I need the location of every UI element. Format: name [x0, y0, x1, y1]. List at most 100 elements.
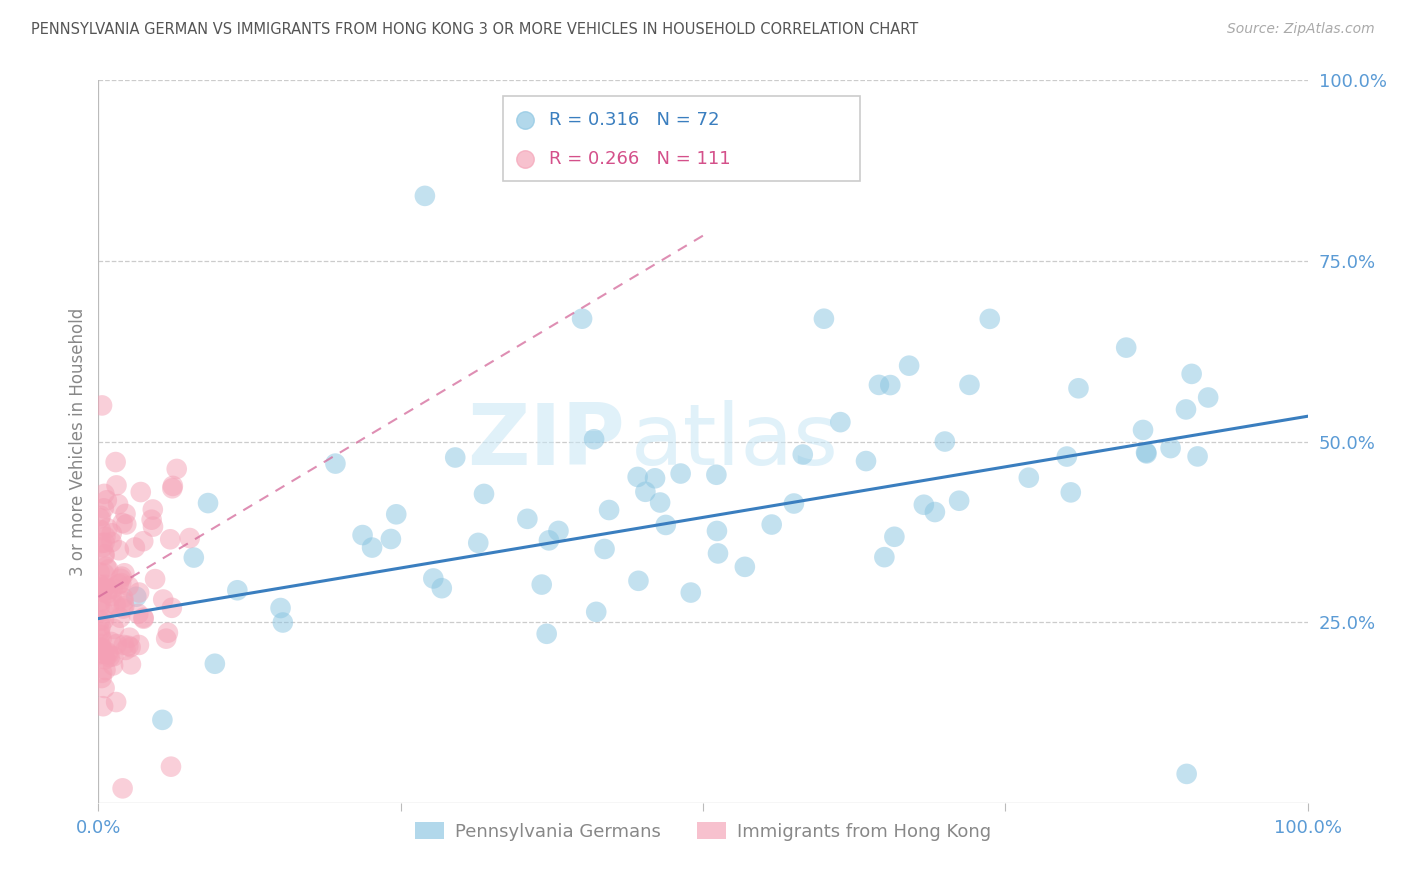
Point [114, 643, 136, 657]
Point [90, 523, 112, 537]
Point [179, 531, 201, 545]
Point [634, 484, 657, 499]
Text: ZIP: ZIP [467, 400, 624, 483]
Point [105, 695, 128, 709]
Point [114, 507, 136, 521]
Point [89, 595, 111, 609]
Point [128, 638, 150, 652]
Point [107, 497, 129, 511]
Point [1135, 445, 1157, 459]
Point [467, 536, 489, 550]
Point [101, 658, 124, 673]
Point [120, 657, 142, 672]
Point [89, 640, 111, 655]
Point [97, 648, 120, 662]
Point [152, 713, 174, 727]
Point [117, 579, 139, 593]
Point [91, 665, 114, 680]
Point [132, 610, 155, 624]
Point [128, 585, 150, 599]
Point [89, 614, 111, 628]
Point [105, 478, 128, 492]
Point [89, 584, 111, 599]
Point [879, 378, 901, 392]
Point [94, 580, 117, 594]
Point [97, 599, 120, 614]
Point [90, 632, 112, 646]
Point [516, 512, 538, 526]
Point [1135, 446, 1157, 460]
Point [380, 532, 402, 546]
Point [89, 642, 111, 657]
Point [159, 533, 181, 547]
Point [93, 647, 115, 661]
Point [90, 641, 112, 656]
Point [413, 189, 436, 203]
Point [111, 569, 134, 583]
Point [98, 650, 121, 665]
Point [103, 622, 125, 636]
Point [91, 583, 114, 598]
Point [110, 572, 132, 586]
Point [959, 377, 981, 392]
Point [118, 631, 141, 645]
Point [979, 311, 1001, 326]
Point [97, 563, 120, 577]
Point [132, 534, 155, 549]
Point [89, 578, 111, 592]
Text: PENNSYLVANIA GERMAN VS IMMIGRANTS FROM HONG KONG 3 OR MORE VEHICLES IN HOUSEHOLD: PENNSYLVANIA GERMAN VS IMMIGRANTS FROM H… [31, 22, 918, 37]
Point [868, 377, 890, 392]
Point [1132, 423, 1154, 437]
Point [93, 566, 115, 581]
Point [583, 432, 606, 446]
Point [537, 533, 560, 548]
Point [120, 640, 142, 655]
Point [912, 498, 935, 512]
Point [112, 594, 135, 608]
Point [142, 519, 165, 533]
Point [91, 580, 114, 594]
Text: atlas: atlas [630, 400, 838, 483]
Point [162, 481, 184, 495]
Point [679, 585, 702, 599]
Point [90, 619, 112, 633]
Point [571, 311, 593, 326]
Point [547, 524, 569, 538]
Point [669, 467, 692, 481]
Point [650, 495, 672, 509]
Point [1067, 381, 1090, 395]
Point [97, 582, 120, 597]
Point [89, 624, 111, 638]
Point [110, 576, 132, 591]
Point [156, 625, 179, 640]
Text: R = 0.266   N = 111: R = 0.266 N = 111 [550, 150, 731, 169]
Point [105, 637, 128, 651]
Text: R = 0.316   N = 72: R = 0.316 N = 72 [550, 111, 720, 129]
Point [90, 508, 112, 523]
Point [89, 648, 111, 662]
Point [112, 601, 135, 615]
Point [707, 546, 730, 560]
Text: Source: ZipAtlas.com: Source: ZipAtlas.com [1227, 22, 1375, 37]
Point [90, 585, 112, 599]
Point [873, 550, 896, 565]
Point [96, 493, 118, 508]
Point [761, 517, 783, 532]
Point [94, 663, 117, 677]
Point [115, 517, 138, 532]
Point [197, 496, 219, 510]
Point [898, 359, 921, 373]
Point [627, 470, 650, 484]
Point [792, 448, 814, 462]
Point [108, 611, 131, 625]
Point [883, 530, 905, 544]
Point [90, 536, 112, 550]
Point [644, 471, 666, 485]
Point [924, 505, 946, 519]
Point [422, 571, 444, 585]
Point [93, 535, 115, 549]
Point [111, 781, 134, 796]
Point [107, 577, 129, 591]
Point [94, 578, 117, 592]
Point [132, 612, 155, 626]
